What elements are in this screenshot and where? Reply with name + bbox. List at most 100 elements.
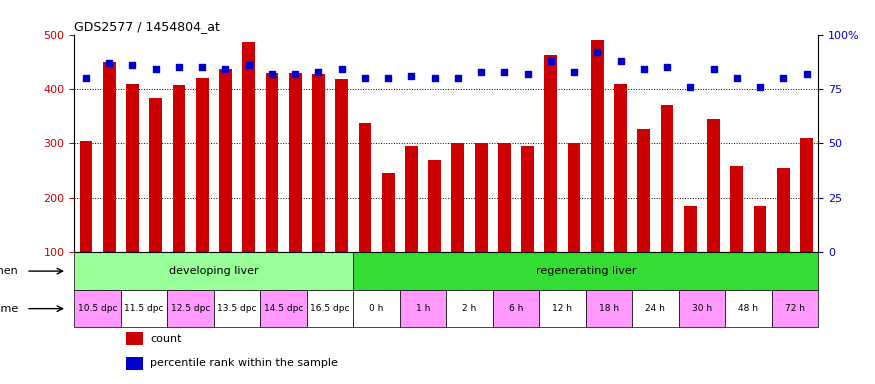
- Bar: [74, 290, 121, 328]
- Point: [776, 75, 790, 81]
- Bar: [167, 290, 214, 328]
- Point: [288, 71, 302, 77]
- Point: [172, 64, 186, 70]
- Bar: [544, 55, 557, 252]
- Point: [474, 68, 488, 74]
- Bar: [127, 332, 143, 346]
- Text: specimen: specimen: [0, 266, 18, 276]
- Point: [730, 75, 744, 81]
- Text: developing liver: developing liver: [169, 266, 259, 276]
- Text: 2 h: 2 h: [462, 304, 477, 313]
- Bar: [127, 357, 143, 370]
- Point: [312, 68, 326, 74]
- Bar: [359, 123, 371, 252]
- Bar: [242, 41, 256, 252]
- Text: 12 h: 12 h: [552, 304, 572, 313]
- Bar: [614, 84, 627, 252]
- Bar: [632, 290, 679, 328]
- Point: [683, 84, 697, 90]
- Bar: [493, 290, 539, 328]
- Text: 6 h: 6 h: [508, 304, 523, 313]
- Point: [195, 64, 209, 70]
- Point: [219, 66, 233, 73]
- Bar: [126, 84, 139, 252]
- Text: 24 h: 24 h: [646, 304, 665, 313]
- Bar: [452, 144, 465, 252]
- Bar: [265, 73, 278, 252]
- Bar: [591, 40, 604, 252]
- Point: [125, 62, 139, 68]
- Text: 10.5 dpc: 10.5 dpc: [78, 304, 117, 313]
- Bar: [150, 98, 162, 252]
- Text: regenerating liver: regenerating liver: [536, 266, 636, 276]
- Bar: [400, 290, 446, 328]
- Point: [382, 75, 396, 81]
- Text: time: time: [0, 304, 18, 314]
- Bar: [196, 78, 208, 252]
- Bar: [731, 166, 743, 252]
- Point: [706, 66, 720, 73]
- Bar: [121, 290, 167, 328]
- Bar: [498, 144, 511, 252]
- Text: 48 h: 48 h: [738, 304, 759, 313]
- Bar: [446, 290, 493, 328]
- Point: [521, 71, 535, 77]
- Text: 14.5 dpc: 14.5 dpc: [264, 304, 304, 313]
- Point: [591, 49, 605, 55]
- Point: [637, 66, 651, 73]
- Point: [613, 58, 627, 64]
- Bar: [312, 74, 325, 252]
- Bar: [777, 168, 789, 252]
- Point: [800, 71, 814, 77]
- Point: [753, 84, 767, 90]
- Text: 18 h: 18 h: [598, 304, 619, 313]
- Bar: [428, 160, 441, 252]
- Point: [497, 68, 511, 74]
- Point: [265, 71, 279, 77]
- Point: [567, 68, 581, 74]
- Bar: [80, 141, 93, 252]
- Bar: [661, 105, 674, 252]
- Bar: [382, 174, 395, 252]
- Bar: [289, 73, 302, 252]
- Point: [358, 75, 372, 81]
- Bar: [261, 290, 307, 328]
- Point: [404, 73, 418, 79]
- Bar: [335, 79, 348, 252]
- Point: [660, 64, 674, 70]
- Bar: [707, 119, 720, 252]
- Bar: [103, 62, 116, 252]
- Point: [79, 75, 93, 81]
- Bar: [725, 290, 772, 328]
- Text: 16.5 dpc: 16.5 dpc: [311, 304, 350, 313]
- Bar: [679, 290, 725, 328]
- Bar: [568, 144, 580, 252]
- Text: 13.5 dpc: 13.5 dpc: [217, 304, 257, 313]
- Text: 1 h: 1 h: [416, 304, 430, 313]
- Bar: [585, 290, 632, 328]
- Point: [451, 75, 465, 81]
- Bar: [753, 206, 766, 252]
- Text: 72 h: 72 h: [785, 304, 805, 313]
- Point: [242, 62, 256, 68]
- Point: [102, 60, 116, 66]
- Bar: [684, 206, 696, 252]
- Text: 11.5 dpc: 11.5 dpc: [124, 304, 164, 313]
- Bar: [307, 290, 354, 328]
- Point: [149, 66, 163, 73]
- Bar: [354, 290, 400, 328]
- Point: [428, 75, 442, 81]
- Bar: [219, 69, 232, 252]
- Text: count: count: [150, 334, 182, 344]
- Bar: [800, 138, 813, 252]
- Bar: [214, 290, 261, 328]
- Text: percentile rank within the sample: percentile rank within the sample: [150, 359, 338, 369]
- Text: 0 h: 0 h: [369, 304, 384, 313]
- Bar: [405, 146, 417, 252]
- Bar: [475, 144, 487, 252]
- Bar: [772, 290, 818, 328]
- Bar: [637, 129, 650, 252]
- Bar: [172, 84, 186, 252]
- Bar: [74, 252, 354, 290]
- Bar: [354, 252, 818, 290]
